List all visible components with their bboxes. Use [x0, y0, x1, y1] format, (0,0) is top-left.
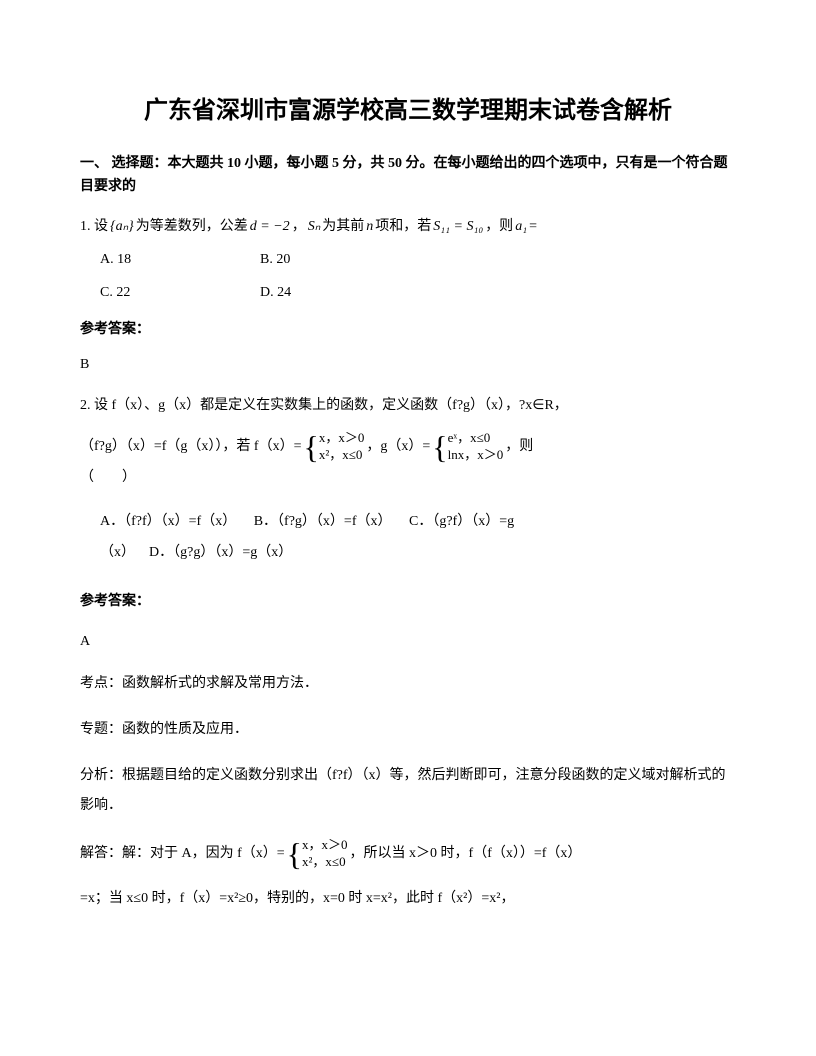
q1-mid5: ，则	[485, 213, 513, 241]
q2-zhuanti-label: 专题：	[80, 722, 122, 737]
q1-option-row-2: C. 22 D. 24	[100, 279, 736, 307]
q1-optA-val: 18	[117, 246, 131, 274]
q2-kaodian-text: 函数解析式的求解及常用方法．	[122, 676, 318, 691]
q2-zhuanti-text: 函数的性质及应用．	[122, 722, 248, 737]
q2-brace1: { x，x＞0 x²，x≤0	[304, 430, 365, 464]
q1-n: n	[366, 213, 373, 241]
q2-jieda-line2: =x；当 x≤0 时，f（x）=x²≥0，特别的，x=0 时 x=x²，此时 f…	[80, 886, 736, 911]
q2-jieda-brace-top: x，x＞0	[302, 837, 348, 854]
q1-option-d: D. 24	[260, 279, 420, 307]
q1-option-a: A. 18	[100, 246, 260, 274]
q2-options: A．（f?f）（x）=f（x） B．（f?g）（x）=f（x） C．（g?f）（…	[100, 507, 736, 569]
q1-optC-label: C.	[100, 279, 113, 307]
q1-mid3: 为其前	[322, 213, 364, 241]
q1-mid2: ，	[292, 213, 306, 241]
q2-brace1-content: x，x＞0 x²，x≤0	[319, 430, 365, 464]
q2-answer-label: 参考答案：	[80, 589, 736, 614]
q1-prefix: 1. 设	[80, 213, 108, 241]
q1-mid4: 项和，若	[375, 213, 431, 241]
question-2: 2. 设 f（x）、g（x）都是定义在实数集上的函数，定义函数（f?g）（x），…	[80, 392, 736, 568]
q1-sn: Sₙ	[308, 213, 321, 241]
q1-optD-val: 24	[277, 279, 291, 307]
q1-optD-label: D.	[260, 279, 274, 307]
q1-optA-label: A.	[100, 246, 114, 274]
q2-line2-mid: ，g（x）=	[366, 433, 430, 461]
q1-option-c: C. 22	[100, 279, 260, 307]
q1-mid1: 为等差数列，公差	[136, 213, 248, 241]
q2-jieda-brace: { x，x＞0 x²，x≤0	[287, 837, 348, 871]
brace-icon: {	[287, 838, 302, 870]
q2-optD: D．（g?g）（x）=g（x）	[149, 545, 292, 560]
q1-text: 1. 设 {aₙ} 为等差数列，公差 d = −2 ， Sₙ 为其前 n 项和，…	[80, 213, 736, 241]
q2-kaodian: 考点：函数解析式的求解及常用方法．	[80, 669, 736, 700]
q1-d: d = −2	[250, 213, 290, 241]
q2-brace1-top: x，x＞0	[319, 430, 365, 447]
q2-jieda-label: 解答：	[80, 839, 122, 870]
q2-jieda-brace-bot: x²，x≤0	[302, 854, 348, 871]
page-title: 广东省深圳市富源学校高三数学理期末试卷含解析	[80, 90, 736, 133]
q2-fenxi-label: 分析：	[80, 768, 122, 783]
q2-optB: B．（f?g）（x）=f（x）	[254, 514, 392, 529]
q2-brace2-bot: lnx，x＞0	[448, 447, 504, 464]
q2-answer: A	[80, 629, 736, 654]
q1-seq: {aₙ}	[110, 213, 134, 241]
q2-zhuanti: 专题：函数的性质及应用．	[80, 715, 736, 746]
q1-option-row-1: A. 18 B. 20	[100, 246, 736, 274]
q1-eq: =	[529, 213, 537, 241]
q2-jieda-pre: 解：对于 A，因为 f（x）=	[122, 839, 285, 870]
q2-brace2-top: eˣ，x≤0	[448, 430, 504, 447]
q2-fenxi-text: 根据题目给的定义函数分别求出（f?f）（x）等，然后判断即可，注意分段函数的定义…	[80, 768, 726, 814]
q2-line2-pre: （f?g）（x）=f（g（x）），若 f（x）=	[80, 433, 302, 461]
q2-optA: A．（f?f）（x）=f（x）	[100, 514, 236, 529]
q2-optC-cont: （x）	[100, 545, 135, 560]
question-1: 1. 设 {aₙ} 为等差数列，公差 d = −2 ， Sₙ 为其前 n 项和，…	[80, 213, 736, 307]
q1-answer-label: 参考答案：	[80, 317, 736, 342]
q2-line2: （f?g）（x）=f（g（x）），若 f（x）= { x，x＞0 x²，x≤0 …	[80, 430, 736, 464]
brace-icon: {	[304, 431, 319, 463]
q2-brace2-content: eˣ，x≤0 lnx，x＞0	[448, 430, 504, 464]
q1-options: A. 18 B. 20 C. 22 D. 24	[100, 246, 736, 307]
q1-option-b: B. 20	[260, 246, 420, 274]
q2-brace2: { eˣ，x≤0 lnx，x＞0	[432, 430, 503, 464]
q2-line2-end: ，则	[505, 433, 533, 461]
q1-cond: S₁₁ = S₁₀	[433, 213, 483, 241]
section-header: 一、 选择题：本大题共 10 小题，每小题 5 分，共 50 分。在每小题给出的…	[80, 153, 736, 198]
q1-a1: a₁	[515, 213, 527, 241]
q1-optC-val: 22	[116, 279, 130, 307]
q2-line3: （ ）	[80, 464, 736, 492]
q2-jieda-brace-content: x，x＞0 x²，x≤0	[302, 837, 348, 871]
q1-optB-val: 20	[276, 246, 290, 274]
brace-icon: {	[432, 431, 447, 463]
q2-fenxi: 分析：根据题目给的定义函数分别求出（f?f）（x）等，然后判断即可，注意分段函数…	[80, 761, 736, 823]
q2-jieda-mid: ，所以当 x＞0 时，f（f（x））=f（x）	[350, 839, 582, 870]
q2-jieda: 解答： 解：对于 A，因为 f（x）= { x，x＞0 x²，x≤0 ，所以当 …	[80, 837, 736, 871]
q1-answer: B	[80, 352, 736, 377]
q1-optB-label: B.	[260, 246, 273, 274]
q2-brace1-bot: x²，x≤0	[319, 447, 365, 464]
q2-optC: C．（g?f）（x）=g	[409, 514, 514, 529]
q2-line1: 2. 设 f（x）、g（x）都是定义在实数集上的函数，定义函数（f?g）（x），…	[80, 392, 736, 420]
q2-kaodian-label: 考点：	[80, 676, 122, 691]
